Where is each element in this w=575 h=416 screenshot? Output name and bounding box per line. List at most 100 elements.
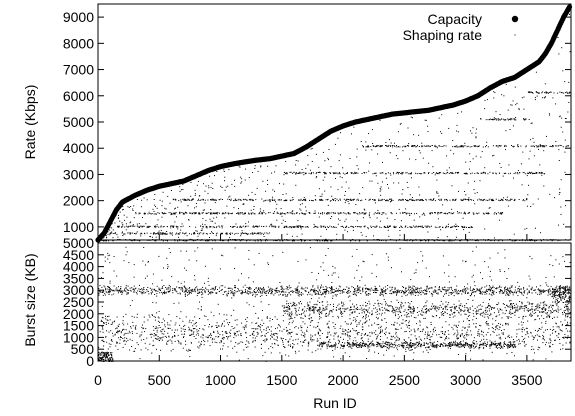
burst-size-point	[226, 295, 228, 297]
burst-size-point	[546, 316, 547, 318]
burst-size-point	[557, 290, 559, 292]
burst-size-point	[474, 308, 476, 309]
shaping-rate-point	[258, 213, 260, 215]
shaping-rate-point	[242, 232, 244, 234]
shaping-rate-point	[402, 199, 404, 201]
burst-size-point	[421, 310, 423, 311]
shaping-rate-point	[207, 192, 209, 194]
burst-size-point	[147, 287, 149, 288]
shaping-rate-point	[377, 153, 379, 155]
burst-size-point	[328, 313, 330, 315]
shaping-rate-point	[380, 186, 382, 188]
shaping-rate-point	[252, 226, 254, 228]
shaping-rate-point	[139, 212, 141, 214]
burst-size-point	[420, 292, 421, 294]
burst-size-point	[168, 291, 169, 293]
shaping-rate-point	[112, 237, 114, 239]
burst-size-point	[359, 286, 361, 288]
shaping-rate-point	[161, 233, 163, 235]
burst-size-point	[283, 310, 285, 312]
shaping-rate-point	[465, 213, 466, 215]
shaping-rate-point	[431, 199, 433, 201]
burst-size-point	[294, 307, 296, 309]
burst-size-point	[549, 293, 551, 295]
shaping-rate-point	[311, 172, 313, 173]
burst-size-point	[126, 292, 128, 294]
burst-size-point	[450, 286, 452, 288]
burst-size-point	[479, 290, 481, 292]
shaping-rate-point	[254, 213, 256, 215]
shaping-rate-point	[438, 172, 440, 173]
shaping-rate-point	[300, 209, 302, 211]
shaping-rate-point	[300, 227, 302, 228]
burst-size-point	[326, 289, 328, 291]
burst-size-point	[539, 290, 541, 292]
burst-size-point	[543, 301, 545, 303]
burst-size-point	[397, 314, 399, 316]
shaping-rate-point	[200, 225, 202, 227]
burst-size-point	[124, 290, 126, 292]
shaping-rate-point	[382, 161, 383, 163]
shaping-rate-point	[489, 207, 491, 208]
shaping-rate-point	[180, 199, 182, 201]
shaping-rate-point	[332, 199, 334, 200]
shaping-rate-point	[433, 198, 435, 200]
shaping-rate-point	[274, 226, 276, 228]
shaping-rate-point	[325, 172, 327, 174]
shaping-rate-point	[232, 226, 234, 228]
shaping-rate-point	[493, 213, 495, 215]
burst-size-point	[428, 287, 430, 289]
shaping-rate-point	[452, 198, 454, 200]
burst-size-point	[540, 290, 541, 292]
burst-size-point	[413, 307, 414, 309]
burst-size-point	[506, 292, 508, 294]
shaping-rate-point	[245, 213, 246, 215]
burst-size-point	[532, 303, 534, 305]
shaping-rate-point	[270, 224, 272, 226]
burst-size-point	[406, 316, 408, 318]
burst-size-point	[132, 291, 134, 293]
shaping-rate-point	[155, 226, 157, 228]
burst-size-point	[566, 288, 568, 290]
burst-size-point	[506, 289, 508, 291]
shaping-rate-point	[504, 119, 506, 121]
shaping-rate-point	[396, 172, 398, 174]
burst-size-point	[410, 292, 412, 294]
burst-size-point	[559, 295, 561, 297]
shaping-rate-point	[538, 145, 540, 147]
shaping-rate-point	[285, 160, 287, 162]
shaping-rate-point	[287, 226, 289, 228]
burst-size-point	[347, 290, 349, 292]
burst-size-point	[534, 290, 536, 291]
shaping-rate-point	[525, 198, 527, 200]
shaping-rate-point	[452, 200, 454, 202]
burst-size-point	[313, 310, 315, 312]
burst-size-point	[164, 293, 166, 295]
burst-size-point	[375, 288, 377, 290]
shaping-rate-point	[401, 199, 403, 201]
burst-size-point	[426, 310, 428, 312]
burst-size-point	[382, 292, 384, 294]
shaping-rate-point	[292, 210, 294, 212]
burst-size-point	[188, 288, 190, 290]
burst-size-point	[513, 303, 515, 304]
burst-size-point	[242, 290, 244, 292]
shaping-rate-point	[330, 212, 332, 214]
burst-size-point	[230, 291, 232, 293]
shaping-rate-point	[216, 216, 218, 218]
shaping-rate-point	[185, 199, 187, 201]
shaping-rate-point	[510, 172, 511, 174]
burst-size-point	[403, 287, 404, 288]
shaping-rate-point	[300, 226, 302, 227]
burst-size-point	[209, 292, 211, 294]
shaping-rate-point	[244, 232, 246, 234]
burst-size-point	[514, 304, 516, 306]
shaping-rate-point	[525, 173, 527, 175]
burst-size-point	[348, 289, 350, 291]
burst-size-point	[399, 290, 401, 291]
burst-size-point	[476, 310, 478, 312]
burst-size-point	[544, 309, 546, 311]
shaping-rate-point	[198, 232, 200, 234]
shaping-rate-point	[428, 199, 430, 201]
shaping-rate-point	[176, 216, 177, 218]
